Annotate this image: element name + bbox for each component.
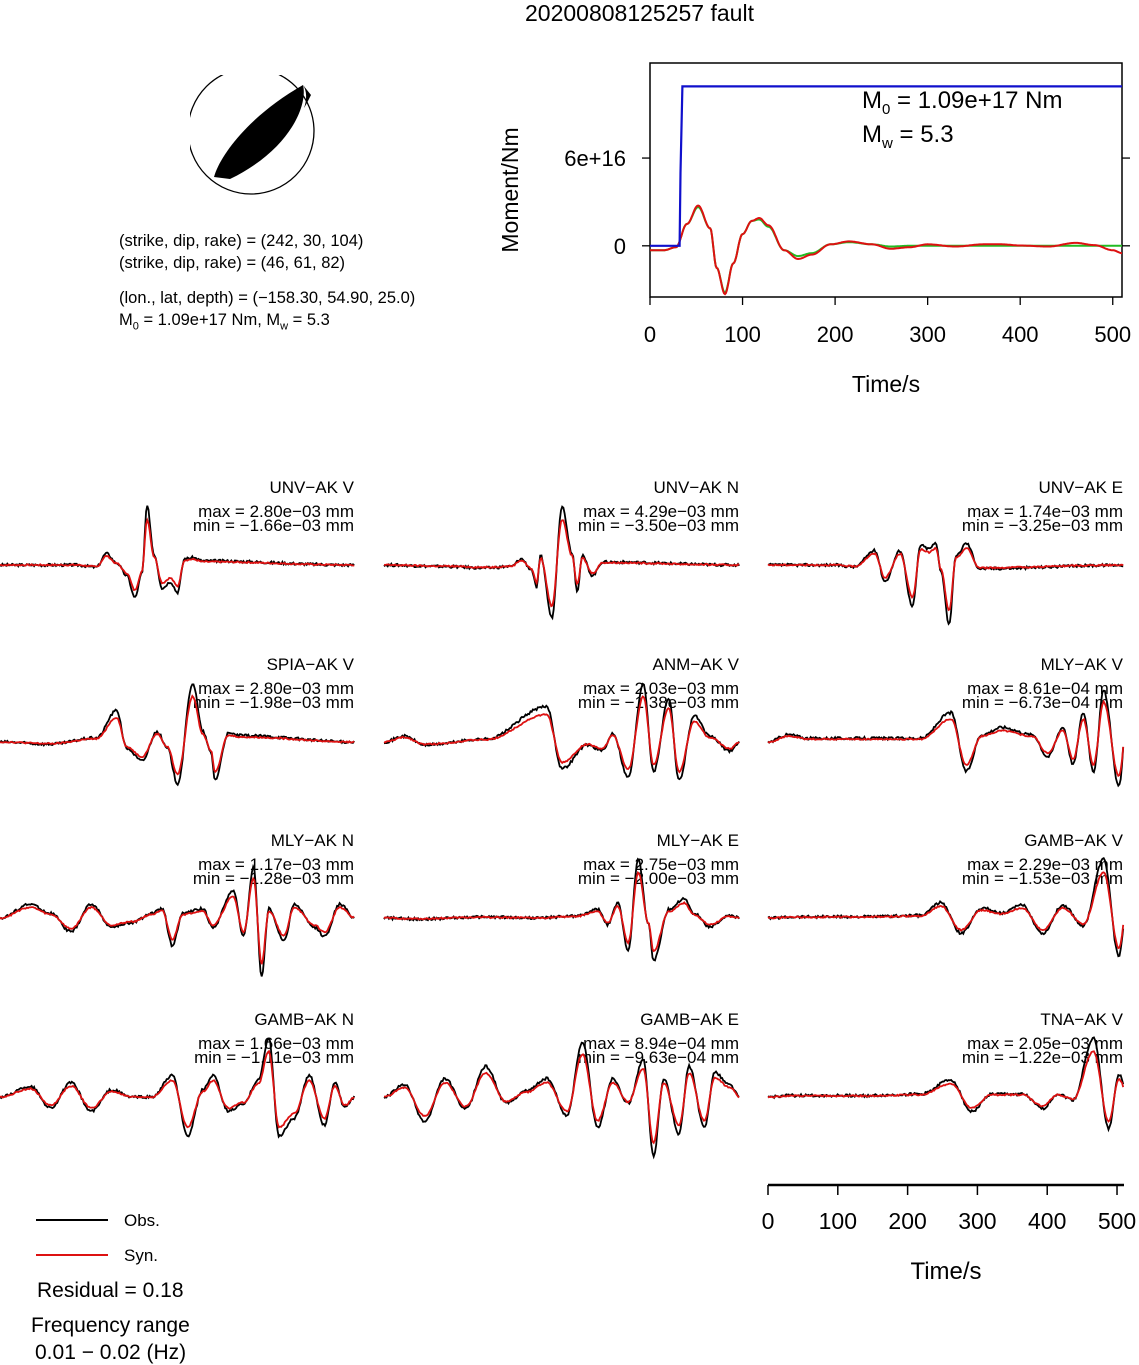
x-tick-label: 200 xyxy=(817,322,854,347)
synthetic-trace xyxy=(0,694,355,776)
station-label: ANM−AK V xyxy=(653,655,740,674)
station-label: UNV−AK E xyxy=(1038,478,1123,497)
synthetic-trace xyxy=(0,1049,355,1129)
y-tick-label: 6e+16 xyxy=(564,146,626,171)
synthetic-trace xyxy=(0,876,355,965)
mw-annotation: Mw = 5.3 xyxy=(862,121,954,152)
max-label: max = 2.03e−03 mm xyxy=(583,679,739,698)
min-label: min = −1.66e−03 mm xyxy=(193,516,354,535)
max-label: max = 1.17e−03 mm xyxy=(198,855,354,874)
y-axis-label: Moment/Nm xyxy=(497,127,523,252)
nodal-plane-1: (strike, dip, rake) = (242, 30, 104) xyxy=(119,232,364,250)
nodal-plane-2: (strike, dip, rake) = (46, 61, 82) xyxy=(119,254,346,272)
station-label: TNA−AK V xyxy=(1040,1010,1123,1029)
legend-swatches xyxy=(36,1219,108,1256)
station-label: SPIA−AK V xyxy=(267,655,355,674)
station-label: UNV−AK V xyxy=(269,478,354,497)
station-label: MLY−AK N xyxy=(271,831,354,850)
moment-line: M0 = 1.09e+17 Nm, Mw = 5.3 xyxy=(119,311,330,333)
x-axis-label: Time/s xyxy=(852,371,920,397)
beachball-small-quadrant xyxy=(303,85,311,108)
synthetic-trace xyxy=(767,871,1125,950)
x-tick-label: 500 xyxy=(1094,322,1131,347)
max-label: max = 1.66e−03 mm xyxy=(198,1034,354,1053)
max-label: max = 2.29e−03 mm xyxy=(967,855,1123,874)
synthetic-trace xyxy=(383,1053,740,1145)
station-label: GAMB−AK N xyxy=(254,1010,354,1029)
station-label: MLY−AK V xyxy=(1041,655,1124,674)
min-label: min = −6.73e−04 mm xyxy=(962,693,1123,712)
observed-trace xyxy=(383,1041,740,1160)
legend-syn-label: Syn. xyxy=(124,1246,159,1265)
time-axis-tick-label: 100 xyxy=(819,1208,857,1234)
beachball-compressional-quadrant xyxy=(214,85,304,179)
time-axis-tick-label: 400 xyxy=(1028,1208,1066,1234)
synthetic-trace xyxy=(767,1050,1125,1123)
time-axis-label: Time/s xyxy=(910,1258,981,1285)
max-label: max = 2.80e−03 mm xyxy=(198,679,354,698)
x-tick-label: 100 xyxy=(724,322,761,347)
min-label: min = −3.50e−03 mm xyxy=(578,516,739,535)
max-label: max = 1.74e−03 mm xyxy=(967,502,1123,521)
m0-annotation: M0 = 1.09e+17 Nm xyxy=(862,87,1062,118)
max-label: max = 2.05e−03 mm xyxy=(967,1034,1123,1053)
station-label: UNV−AK N xyxy=(654,478,740,497)
time-axis-tick-label: 500 xyxy=(1098,1208,1136,1234)
frequency-range-value: 0.01 − 0.02 (Hz) xyxy=(35,1341,187,1364)
moment-chart: 0 6e+16 0 100 200 300 400 500 Time/s Moment/Nm M0 … xyxy=(497,62,1131,397)
station-label: GAMB−AK E xyxy=(640,1010,739,1029)
y-tick-label: 0 xyxy=(614,234,626,259)
min-label: min = −1.28e−03 mm xyxy=(193,869,354,888)
frequency-range-label: Frequency range xyxy=(31,1314,190,1337)
time-axis-tick-label: 300 xyxy=(958,1208,996,1234)
min-label: min = −3.25e−03 mm xyxy=(962,516,1123,535)
time-axis-tick-label: 200 xyxy=(888,1208,926,1234)
min-label: min = −1.38e−03 mm xyxy=(578,693,739,712)
synthetic-curve xyxy=(650,204,1122,296)
min-label: min = −1.22e−03 mm xyxy=(962,1048,1123,1067)
max-label: max = 2.80e−03 mm xyxy=(198,502,354,521)
synthetic-trace xyxy=(767,699,1125,778)
synthetic-trace xyxy=(767,546,1124,612)
synthetic-trace xyxy=(383,519,740,608)
min-label: min = −1.11e−03 mm xyxy=(194,1048,354,1067)
observed-trace xyxy=(383,682,740,781)
x-tick-label: 400 xyxy=(1002,322,1039,347)
max-label: max = 8.61e−04 mm xyxy=(967,679,1123,698)
min-label: min = −2.00e−03 mm xyxy=(578,869,739,888)
observed-trace xyxy=(767,541,1124,626)
synthetic-trace xyxy=(0,517,355,592)
time-axis-tick-label: 0 xyxy=(762,1208,775,1234)
min-label: min = −1.53e−03 mm xyxy=(962,869,1123,888)
max-label: max = 8.94e−04 mm xyxy=(583,1034,739,1053)
synthetic-trace xyxy=(383,695,740,774)
min-label: min = −9.63e−04 mm xyxy=(578,1048,739,1067)
page-title: 20200808125257 fault xyxy=(525,0,754,26)
min-label: min = −1.98e−03 mm xyxy=(193,693,354,712)
location-line: (lon., lat, depth) = (−158.30, 54.90, 25… xyxy=(119,289,416,307)
moment-plot-frame xyxy=(649,62,1123,298)
residual-label: Residual = 0.18 xyxy=(37,1279,184,1302)
moment-function-line xyxy=(650,85,1122,247)
station-label: MLY−AK E xyxy=(657,831,739,850)
max-label: max = 4.29e−03 mm xyxy=(583,502,739,521)
x-tick-label: 300 xyxy=(909,322,946,347)
synthetic-trace xyxy=(383,870,740,953)
x-tick-label: 0 xyxy=(644,322,656,347)
max-label: max = 2.75e−03 mm xyxy=(583,855,739,874)
legend-obs-label: Obs. xyxy=(124,1211,160,1230)
beachball-diagram xyxy=(190,75,315,195)
station-label: GAMB−AK V xyxy=(1024,831,1123,850)
